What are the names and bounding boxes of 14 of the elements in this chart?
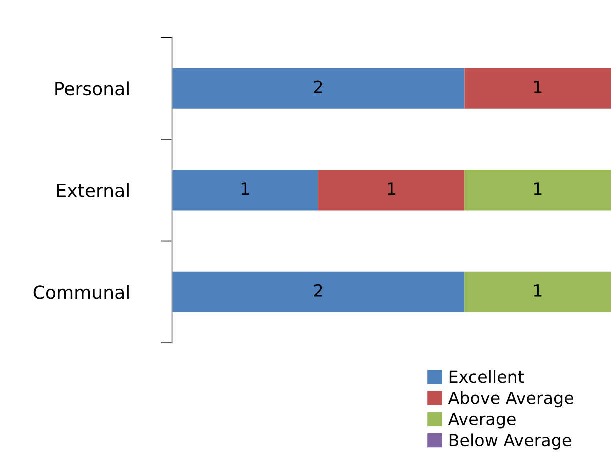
data-label: 2 bbox=[314, 80, 322, 94]
y-tick-label: External bbox=[57, 183, 129, 198]
legend-label: Average bbox=[448, 413, 516, 429]
data-label: 1 bbox=[534, 284, 542, 297]
legend-label: Below Average bbox=[450, 434, 572, 450]
data-label: 1 bbox=[534, 182, 542, 195]
legend-label: Above Average bbox=[448, 391, 574, 408]
data-label: 1 bbox=[388, 182, 396, 195]
data-label: 2 bbox=[314, 284, 322, 297]
y-tick-label: Personal bbox=[56, 82, 129, 96]
legend-label: Excellent bbox=[450, 370, 524, 384]
y-tick-label: Communal bbox=[34, 285, 129, 300]
data-label: 1 bbox=[534, 80, 542, 94]
data-label: 1 bbox=[242, 182, 250, 195]
